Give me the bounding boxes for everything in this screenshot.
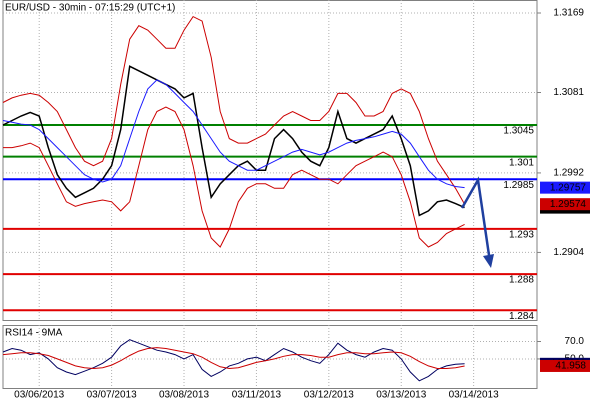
price-tag-label: 41.958 xyxy=(555,361,586,372)
y-tick-label: 70.0 xyxy=(565,336,585,347)
x-tick-label: 03/08/2013 xyxy=(159,390,209,400)
series-line xyxy=(3,106,465,248)
level-label: 1.2985 xyxy=(503,180,534,191)
x-tick-label: 03/07/2013 xyxy=(87,390,137,400)
y-tick-label: 1.3169 xyxy=(553,8,584,19)
x-tick-label: 03/06/2013 xyxy=(14,390,64,400)
y-tick-label: 1.2904 xyxy=(553,247,584,258)
x-tick-label: 03/14/2013 xyxy=(449,390,499,400)
level-label: 1.301 xyxy=(509,157,534,168)
level-label: 1.3045 xyxy=(503,126,534,137)
y-tick-label: 1.3081 xyxy=(553,87,584,98)
rsi-panel xyxy=(2,325,538,389)
chart-title: EUR/USD - 30min - 07:15:29 (UTC+1) xyxy=(5,3,175,14)
level-label: 1.284 xyxy=(509,311,534,322)
y-tick-label: 1.2992 xyxy=(553,168,584,179)
x-tick-label: 03/11/2013 xyxy=(232,390,282,400)
series-line xyxy=(2,339,465,382)
forecast-arrow xyxy=(460,176,492,263)
price-tag-label: 1.29574 xyxy=(550,199,587,210)
level-label: 1.288 xyxy=(509,275,534,286)
series-line xyxy=(2,65,465,217)
x-tick-label: 03/13/2013 xyxy=(376,390,426,400)
series-line xyxy=(2,15,466,205)
price-tag xyxy=(540,359,590,372)
price-panel xyxy=(2,0,538,321)
arrow-head xyxy=(483,254,494,268)
series-line xyxy=(2,79,465,189)
rsi-title: RSI14 - 9MA xyxy=(5,328,63,339)
price-tag xyxy=(540,198,590,211)
level-label: 1.293 xyxy=(509,230,534,241)
x-tick-label: 03/12/2013 xyxy=(304,390,354,400)
price-tag xyxy=(540,181,590,194)
price-tag-label: 1.29757 xyxy=(550,182,587,193)
series-line xyxy=(2,347,465,370)
